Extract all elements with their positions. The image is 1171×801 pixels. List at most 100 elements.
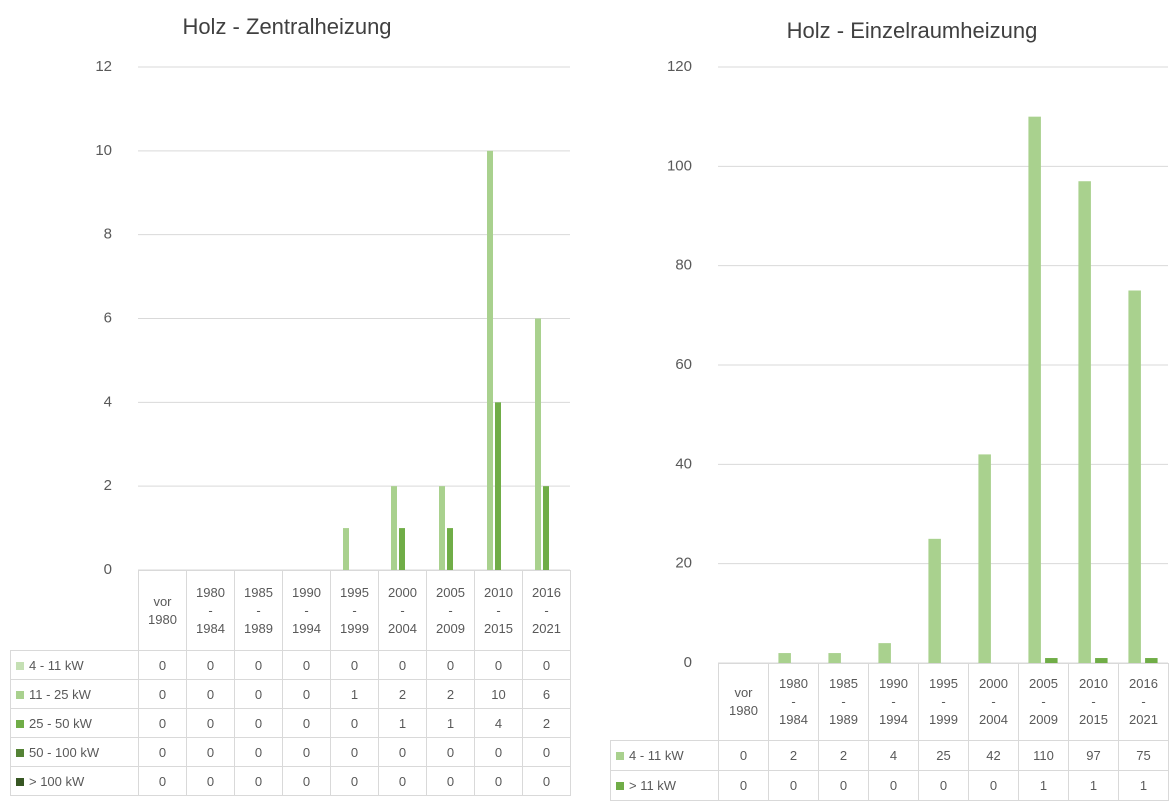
- category-label: 1980 - 1984: [779, 676, 808, 727]
- category-cell: 1995 - 1999: [918, 663, 969, 741]
- value-cell: 97: [1068, 740, 1119, 771]
- value-cell: 0: [282, 679, 331, 709]
- value-cell: 2: [378, 679, 427, 709]
- value-cell: 0: [918, 770, 969, 801]
- category-cell: 1990 - 1994: [868, 663, 919, 741]
- header-row: vor 1980 1980 - 1984 1985 - 1989 1990 - 199…: [11, 570, 571, 651]
- category-label: 2010 - 2015: [1079, 676, 1108, 727]
- value-cell: 0: [768, 770, 819, 801]
- blank-cell: [611, 664, 719, 741]
- legend-swatch: [16, 719, 24, 728]
- series-row: 4 - 11 kW 0 0 0 0 0 0 0 0 0: [10, 650, 571, 680]
- legend-cell: 25 - 50 kW: [10, 708, 139, 738]
- category-label: 1990 - 1994: [879, 676, 908, 727]
- legend-label: 25 - 50 kW: [29, 715, 92, 731]
- y-tick-label: 120: [667, 58, 692, 75]
- value-cell: 0: [522, 737, 571, 767]
- legend-swatch: [616, 782, 624, 790]
- category-cell: 2010 - 2015: [474, 570, 523, 651]
- value-cell: 0: [378, 737, 427, 767]
- legend-swatch: [16, 661, 24, 670]
- legend-label: 11 - 25 kW: [29, 686, 91, 702]
- value-cell: 1: [426, 708, 475, 738]
- value-cell: 1: [378, 708, 427, 738]
- value-cell: 0: [282, 650, 331, 680]
- value-cell: 0: [426, 766, 475, 796]
- value-cell: 0: [234, 708, 283, 738]
- category-label: 2005 - 2009: [436, 584, 465, 636]
- y-tick-label: 8: [104, 226, 112, 243]
- bar: [878, 643, 891, 663]
- bar: [928, 538, 941, 663]
- legend-label: 4 - 11 kW: [29, 657, 84, 673]
- legend-cell: > 100 kW: [10, 766, 139, 796]
- y-tick-label: 10: [95, 142, 112, 159]
- header-row: vor 1980 1980 - 1984 1985 - 1989 1990 - 199…: [611, 663, 1169, 741]
- value-cell: 0: [330, 650, 379, 680]
- value-cell: 75: [1118, 740, 1169, 771]
- y-tick-label: 4: [104, 393, 112, 410]
- category-cell: 1995 - 1999: [330, 570, 379, 651]
- category-label: 2016 - 2021: [1129, 676, 1158, 727]
- value-cell: 25: [918, 740, 969, 771]
- value-cell: 0: [426, 737, 475, 767]
- legend-label: > 11 kW: [629, 778, 677, 793]
- legend-label: 50 - 100 kW: [29, 744, 100, 760]
- y-tick-label: 12: [95, 58, 112, 75]
- series-row: 50 - 100 kW 0 0 0 0 0 0 0 0 0: [10, 737, 571, 767]
- value-cell: 0: [186, 708, 235, 738]
- category-cell: 1990 - 1994: [282, 570, 331, 651]
- value-cell: 0: [282, 766, 331, 796]
- value-cell: 0: [378, 766, 427, 796]
- category-label: 1995 - 1999: [929, 676, 958, 727]
- value-cell: 0: [138, 766, 187, 796]
- y-tick-label: 80: [675, 257, 692, 274]
- category-label: 1980 - 1984: [196, 584, 225, 636]
- bar: [778, 653, 791, 663]
- value-cell: 0: [186, 679, 235, 709]
- legend-label: 4 - 11 kW: [629, 748, 684, 763]
- value-cell: 0: [234, 679, 283, 709]
- value-cell: 0: [138, 650, 187, 680]
- legend-cell: 4 - 11 kW: [10, 650, 139, 680]
- value-cell: 4: [868, 740, 919, 771]
- value-cell: 0: [868, 770, 919, 801]
- legend-label: > 100 kW: [29, 773, 85, 789]
- bar: [487, 150, 493, 571]
- category-label: 2005 - 2009: [1029, 676, 1058, 727]
- bar: [828, 653, 841, 663]
- value-cell: 0: [474, 650, 523, 680]
- value-cell: 2: [426, 679, 475, 709]
- value-cell: 0: [234, 766, 283, 796]
- value-cell: 6: [522, 679, 571, 709]
- category-cell: 2005 - 2009: [1018, 663, 1069, 741]
- value-cell: 0: [474, 766, 523, 796]
- value-cell: 4: [474, 708, 523, 738]
- value-cell: 0: [378, 650, 427, 680]
- category-label: 2000 - 2004: [388, 584, 417, 636]
- bar: [447, 528, 453, 570]
- value-cell: 1: [1068, 770, 1119, 801]
- value-cell: 42: [968, 740, 1019, 771]
- value-cell: 0: [234, 650, 283, 680]
- y-tick-label: 20: [675, 555, 692, 572]
- value-cell: 0: [138, 708, 187, 738]
- category-cell: 2000 - 2004: [968, 663, 1019, 741]
- value-cell: 0: [330, 737, 379, 767]
- category-cell: 2016 - 2021: [522, 570, 571, 651]
- category-label: 2016 - 2021: [532, 584, 561, 636]
- category-cell: 2010 - 2015: [1068, 663, 1119, 741]
- legend-swatch: [16, 748, 24, 757]
- category-label: 1985 - 1989: [244, 584, 273, 636]
- category-cell: 1985 - 1989: [234, 570, 283, 651]
- bar: [1078, 181, 1091, 663]
- legend-cell: 4 - 11 kW: [610, 740, 719, 771]
- value-cell: 0: [522, 766, 571, 796]
- value-cell: 0: [138, 679, 187, 709]
- category-cell: 1980 - 1984: [186, 570, 235, 651]
- bar: [543, 486, 549, 570]
- category-label: vor 1980: [729, 685, 758, 718]
- value-cell: 0: [330, 708, 379, 738]
- bar: [978, 454, 991, 663]
- category-cell: 1980 - 1984: [768, 663, 819, 741]
